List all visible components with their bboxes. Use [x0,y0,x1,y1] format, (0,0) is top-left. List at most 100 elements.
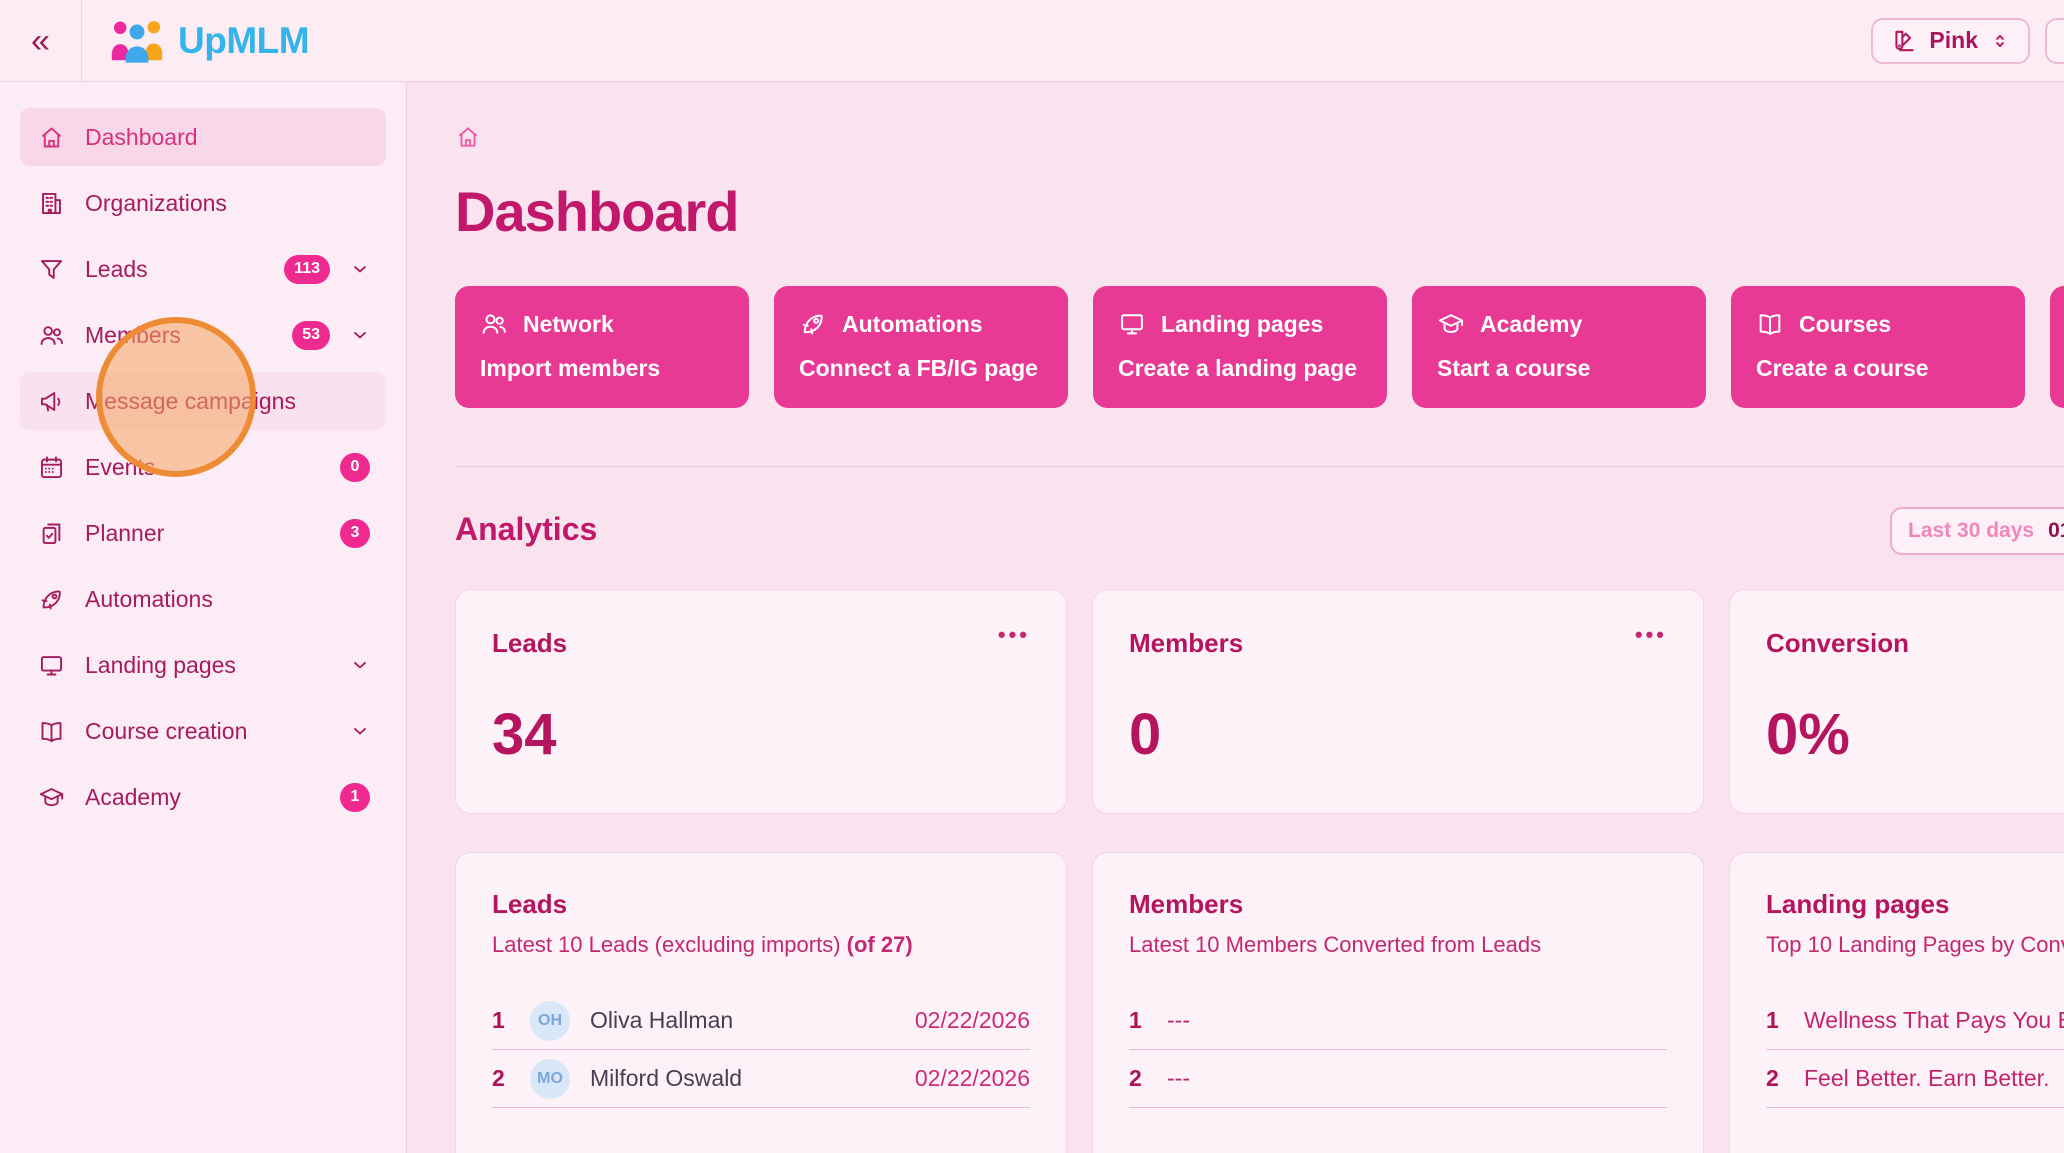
stat-card-value: 34 [492,702,557,767]
kebab-menu-icon[interactable]: ••• [1634,622,1667,647]
member-row[interactable]: 1 --- [1129,992,1667,1050]
rocket-icon [38,586,65,613]
quick-action-item[interactable]: C [2050,286,2064,408]
calendar-icon [38,454,65,481]
lead-date: 02/22/2026 [914,1065,1030,1091]
sidebar-item-automations[interactable]: Automations [20,570,386,628]
section-divider [455,466,2064,467]
quick-action-label: Courses [1799,310,1892,337]
quick-action-label: Academy [1480,310,1583,337]
stat-card-members: Members ••• 0 [1092,589,1704,814]
updown-chevron-icon [1990,29,2010,53]
list-card-subtitle: Top 10 Landing Pages by Convers [1766,932,2064,957]
analytics-header: Analytics Last 30 days 01/2 [455,507,2064,559]
sidebar-item-label: Members [85,321,181,348]
breadcrumb-home-icon[interactable] [455,124,481,150]
avatar: MO [530,1058,570,1099]
analytics-title: Analytics [455,511,598,547]
chevron-down-icon[interactable] [350,259,370,279]
member-name: --- [1167,1007,1190,1033]
landing-page-row[interactable]: 1 Wellness That Pays You Back [1766,992,2064,1050]
member-row[interactable]: 2 --- [1129,1050,1667,1108]
lists-row: Leads Latest 10 Leads (excluding imports… [455,852,2064,1153]
sidebar-item-planner[interactable]: Planner 3 [20,504,386,562]
list-card-leads: Leads Latest 10 Leads (excluding imports… [455,852,1067,1153]
stat-card-conversion: Conversion 0% [1729,589,2064,814]
lead-name: Milford Oswald [590,1065,743,1091]
date-range-preset: Last 30 days [1908,519,2035,542]
secondary-topbar-button[interactable] [2045,18,2064,64]
sidebar-item-events[interactable]: Events 0 [20,438,386,496]
sidebar-item-label: Automations [85,585,213,612]
avatar: OH [530,1000,570,1041]
swatch-icon [1891,28,1917,54]
sidebar-item-leads[interactable]: Leads 113 [20,240,386,298]
sidebar-item-message-campaigns[interactable]: Message campaigns [20,372,386,430]
lead-row[interactable]: 2 MO Milford Oswald 02/22/2026 [492,1050,1030,1108]
quick-action-label: Landing pages [1161,310,1324,337]
row-index: 2 [492,1065,505,1091]
lead-row[interactable]: 1 OH Oliva Hallman 02/22/2026 [492,992,1030,1050]
chevron-down-icon[interactable] [350,721,370,741]
brand-logo[interactable]: UpMLM [108,17,310,65]
sidebar-item-label: Course creation [85,717,248,744]
sidebar-item-course-creation[interactable]: Course creation [20,702,386,760]
date-range-value: 01/2 [2048,519,2064,542]
brand-name: UpMLM [178,19,310,61]
list-card-title: Landing pages [1766,889,1950,919]
theme-selector-label: Pink [1929,27,1978,53]
main-content: Dashboard Network Import members Automat… [407,82,2064,1153]
row-index: 1 [492,1007,505,1033]
quick-action-subtitle: Create a landing page [1118,355,1358,381]
building-icon [38,190,65,217]
sidebar-item-label: Events [85,453,156,480]
date-range-filter[interactable]: Last 30 days 01/2 [1890,507,2064,555]
stat-card-title: Leads [492,628,568,658]
quick-action-subtitle: Import members [480,355,661,381]
theme-selector-button[interactable]: Pink [1871,17,2030,64]
quick-action-academy[interactable]: Academy Start a course [1412,286,1706,408]
quick-action-automations[interactable]: Automations Connect a FB/IG page [774,286,1068,408]
megaphone-icon [38,388,65,415]
quick-action-landing-pages[interactable]: Landing pages Create a landing page [1093,286,1387,408]
stat-card-leads: Leads ••• 34 [455,589,1067,814]
count-badge: 53 [292,320,330,350]
sidebar-item-landing-pages[interactable]: Landing pages [20,636,386,694]
quick-action-courses[interactable]: Courses Create a course [1731,286,2025,408]
stat-card-value: 0% [1766,702,1850,767]
chevron-down-icon[interactable] [350,325,370,345]
sidebar-item-label: Landing pages [85,651,236,678]
sidebar: Dashboard Organizations Leads 113 Member… [0,82,407,1153]
quick-actions-row: Network Import members Automations Conne… [455,286,2064,408]
page-title: Dashboard [455,180,740,243]
landing-page-row[interactable]: 2 Feel Better. Earn Better. [1766,1050,2064,1108]
lead-date: 02/22/2026 [914,1007,1030,1033]
upmlm-logo-icon [108,17,166,65]
stats-row: Leads ••• 34 Members ••• 0 Conversion 0% [455,589,2064,814]
row-index: 2 [1766,1065,1779,1091]
stat-card-title: Members [1129,628,1244,658]
landing-rows: 1 Wellness That Pays You Back 2 Feel Bet… [1766,992,2064,1108]
kebab-menu-icon[interactable]: ••• [997,622,1030,647]
list-card-subtitle: Latest 10 Members Converted from Leads [1129,932,1542,957]
quick-action-subtitle: Connect a FB/IG page [799,355,1038,381]
sidebar-item-organizations[interactable]: Organizations [20,174,386,232]
sidebar-item-academy[interactable]: Academy 1 [20,768,386,826]
list-card-subtitle: Latest 10 Leads (excluding imports) (of … [492,932,913,957]
list-card-members: Members Latest 10 Members Converted from… [1092,852,1704,1153]
members-rows: 1 --- 2 --- [1129,992,1667,1108]
list-card-landing-pages: Landing pages Top 10 Landing Pages by Co… [1729,852,2064,1153]
sidebar-collapse-button[interactable]: « [31,21,50,60]
quick-action-label: Network [523,310,614,337]
sidebar-item-dashboard[interactable]: Dashboard [20,108,386,166]
sidebar-item-members[interactable]: Members 53 [20,306,386,364]
users-icon [480,310,508,338]
sidebar-item-label: Dashboard [85,123,198,150]
chevron-down-icon[interactable] [350,655,370,675]
count-badge: 113 [284,254,330,284]
sidebar-item-label: Planner [85,519,165,546]
quick-action-network[interactable]: Network Import members [455,286,749,408]
list-card-title: Leads [492,889,568,919]
stat-card-value: 0 [1129,702,1162,767]
member-name: --- [1167,1065,1190,1091]
